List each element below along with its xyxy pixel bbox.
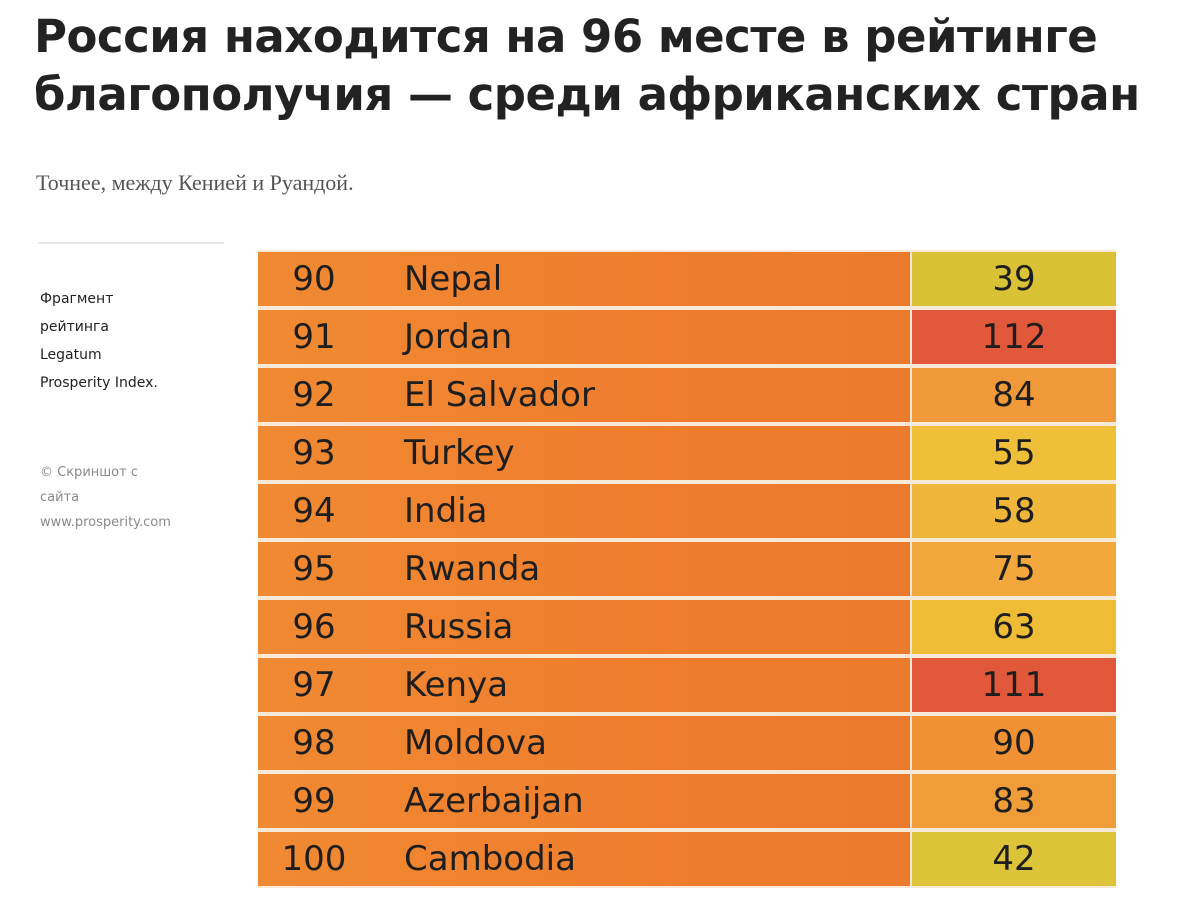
rank-number: 94 bbox=[292, 491, 336, 531]
rank-number: 90 bbox=[292, 259, 336, 299]
rank-country-cell: 96 Russia bbox=[258, 600, 910, 654]
score-cell: 55 bbox=[912, 426, 1116, 480]
table-row: 91 Jordan 112 bbox=[258, 310, 1116, 364]
score-cell: 111 bbox=[912, 658, 1116, 712]
country-name: India bbox=[404, 491, 488, 531]
rank-number: 97 bbox=[292, 665, 336, 705]
rank-number: 95 bbox=[292, 549, 336, 589]
image-caption: Фрагмент рейтинга Legatum Prosperity Ind… bbox=[40, 285, 240, 397]
country-name: Kenya bbox=[404, 665, 509, 705]
rank-country-cell: 91 Jordan bbox=[258, 310, 910, 364]
sidebar-divider bbox=[38, 242, 224, 244]
score-cell: 58 bbox=[912, 484, 1116, 538]
image-credit: © Скриншот с сайта www.prosperity.com bbox=[40, 460, 240, 535]
rank-country-cell: 90 Nepal bbox=[258, 252, 910, 306]
rank-number: 91 bbox=[292, 317, 336, 357]
score-cell: 75 bbox=[912, 542, 1116, 596]
credit-line: www.prosperity.com bbox=[40, 515, 171, 530]
table-row: 98 Moldova 90 bbox=[258, 716, 1116, 770]
country-name: Azerbaijan bbox=[404, 781, 584, 821]
table-row: 97 Kenya 111 bbox=[258, 658, 1116, 712]
rank-country-cell: 95 Rwanda bbox=[258, 542, 910, 596]
country-name: Russia bbox=[404, 607, 514, 647]
rank-country-cell: 98 Moldova bbox=[258, 716, 910, 770]
rank-number: 98 bbox=[292, 723, 336, 763]
subtitle: Точнее, между Кенией и Руандой. bbox=[36, 170, 354, 195]
table-row: 90 Nepal 39 bbox=[258, 252, 1116, 306]
country-name: El Salvador bbox=[404, 375, 595, 415]
country-name: Cambodia bbox=[404, 839, 576, 879]
table-row: 95 Rwanda 75 bbox=[258, 542, 1116, 596]
table-row: 94 India 58 bbox=[258, 484, 1116, 538]
score-cell: 84 bbox=[912, 368, 1116, 422]
credit-line: © Скриншот с bbox=[40, 465, 138, 480]
country-name: Turkey bbox=[404, 433, 515, 473]
score-cell: 63 bbox=[912, 600, 1116, 654]
caption-line: Фрагмент bbox=[40, 291, 114, 307]
score-cell: 39 bbox=[912, 252, 1116, 306]
table-row: 99 Azerbaijan 83 bbox=[258, 774, 1116, 828]
rank-country-cell: 93 Turkey bbox=[258, 426, 910, 480]
country-name: Nepal bbox=[404, 259, 503, 299]
rank-country-cell: 94 India bbox=[258, 484, 910, 538]
score-cell: 90 bbox=[912, 716, 1116, 770]
ranking-table: 90 Nepal 39 91 Jordan 112 92 El Salvador 84 93 Tur… bbox=[258, 250, 1116, 888]
rank-number: 92 bbox=[292, 375, 336, 415]
caption-line: Legatum bbox=[40, 347, 102, 363]
table-row: 93 Turkey 55 bbox=[258, 426, 1116, 480]
country-name: Jordan bbox=[404, 317, 513, 357]
credit-line: сайта bbox=[40, 490, 80, 505]
headline: Россия находится на 96 месте в рейтинге … bbox=[34, 10, 1140, 121]
score-cell: 83 bbox=[912, 774, 1116, 828]
rank-country-cell: 92 El Salvador bbox=[258, 368, 910, 422]
rank-number: 96 bbox=[292, 607, 336, 647]
caption-line: Prosperity Index. bbox=[40, 375, 158, 391]
score-cell: 42 bbox=[912, 832, 1116, 886]
rank-number: 93 bbox=[292, 433, 336, 473]
rank-country-cell: 99 Azerbaijan bbox=[258, 774, 910, 828]
country-name: Moldova bbox=[404, 723, 547, 763]
rank-country-cell: 97 Kenya bbox=[258, 658, 910, 712]
table-row: 92 El Salvador 84 bbox=[258, 368, 1116, 422]
caption-line: рейтинга bbox=[40, 319, 109, 335]
rank-number: 99 bbox=[292, 781, 336, 821]
rank-country-cell: 100 Cambodia bbox=[258, 832, 910, 886]
table-row: 96 Russia 63 bbox=[258, 600, 1116, 654]
score-cell: 112 bbox=[912, 310, 1116, 364]
table-row: 100 Cambodia 42 bbox=[258, 832, 1116, 886]
rank-number: 100 bbox=[281, 839, 347, 879]
country-name: Rwanda bbox=[404, 549, 541, 589]
